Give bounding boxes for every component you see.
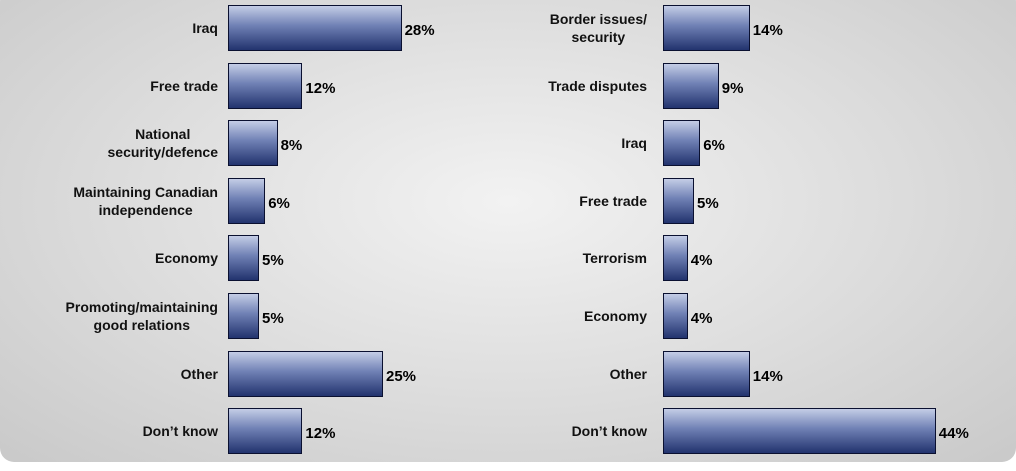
category-label: Free trade xyxy=(579,192,647,209)
category-label: Trade disputes xyxy=(548,77,647,94)
category-label: Other xyxy=(609,365,647,382)
bar xyxy=(228,177,266,224)
bar xyxy=(228,235,259,282)
bar xyxy=(663,120,701,167)
category-label: Don’t know xyxy=(571,423,647,440)
bar xyxy=(663,293,688,339)
bar xyxy=(228,350,383,397)
value-label: 6% xyxy=(268,194,290,212)
bar xyxy=(663,177,694,224)
value-label: 9% xyxy=(721,79,744,97)
value-label: 28% xyxy=(404,22,435,39)
category-label: Economy xyxy=(154,250,218,267)
bar xyxy=(663,62,719,109)
value-label: 5% xyxy=(262,252,284,270)
bar xyxy=(663,235,688,282)
bar xyxy=(228,293,259,339)
bar xyxy=(228,62,303,109)
value-label: 4% xyxy=(690,252,713,270)
value-label: 14% xyxy=(752,22,783,39)
value-label: 44% xyxy=(938,425,969,443)
bar xyxy=(228,5,402,51)
value-label: 14% xyxy=(752,367,783,385)
value-label: 6% xyxy=(703,137,725,155)
category-label: Terrorism xyxy=(582,250,647,267)
value-label: 12% xyxy=(305,79,336,97)
value-label: 12% xyxy=(305,425,336,443)
category-label: National security/defence xyxy=(107,126,219,161)
category-label: Other xyxy=(180,365,218,382)
category-label: Iraq xyxy=(192,20,218,36)
bar xyxy=(663,5,750,51)
value-label: 5% xyxy=(262,310,284,327)
category-label: Maintaining Canadian independence xyxy=(73,183,218,218)
value-label: 5% xyxy=(697,194,719,212)
bar xyxy=(228,120,278,167)
value-label: 25% xyxy=(386,367,417,385)
category-label: Iraq xyxy=(621,135,647,152)
category-label: Border issues/ security xyxy=(549,11,647,45)
category-label: Promoting/maintaining good relations xyxy=(65,299,218,333)
value-label: 8% xyxy=(280,137,303,155)
value-label: 4% xyxy=(690,310,713,327)
bar xyxy=(228,408,303,455)
category-label: Free trade xyxy=(150,77,218,94)
category-label: Economy xyxy=(583,308,647,324)
category-label: Don’t know xyxy=(142,423,218,440)
bar xyxy=(663,408,936,455)
bar xyxy=(663,350,750,397)
